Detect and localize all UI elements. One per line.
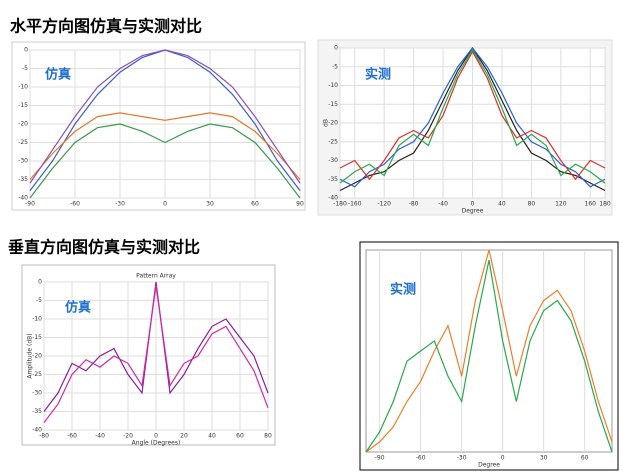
y-tick-label: -5 [36,297,42,304]
y-tick-label: -30 [328,157,338,164]
y-tick-label: -10 [32,316,42,323]
heading: 水平方向图仿真与实测对比 [10,17,202,36]
x-tick-label: -160 [348,201,362,208]
y-tick-label: -20 [328,120,338,127]
y-tick-label: -5 [22,65,28,72]
x-tick-label: 80 [528,201,536,208]
plot-area [365,249,613,453]
x-tick-label: -90 [25,201,35,208]
y-tick-label: -20 [32,353,42,360]
y-tick-label: 0 [38,279,42,286]
x-tick-label: -40 [95,433,105,440]
x-axis-label: Degree [462,208,484,215]
x-tick-label: -30 [457,455,467,462]
x-tick-label: 60 [251,201,259,208]
x-axis-label: Angle (Degrees) [132,440,181,447]
x-tick-label: 30 [206,201,214,208]
y-tick-label: -25 [328,138,338,145]
series-line [29,49,301,184]
x-tick-label: 40 [208,433,216,440]
x-tick-label: 20 [180,433,188,440]
x-tick-label: 0 [471,201,475,208]
y-tick-label: -25 [18,139,28,146]
y-tick-label: -15 [328,101,338,108]
chart-title: Pattern Array [136,273,176,280]
y-tick-label: -10 [18,84,28,91]
series-line [339,47,606,188]
y-axis-label: dB [323,119,330,127]
x-tick-label: 60 [236,433,244,440]
y-tick-label: -30 [18,158,28,165]
series-line [43,285,269,423]
x-tick-label: 160 [585,201,597,208]
x-tick-label: 90 [296,201,304,208]
y-tick-label: -15 [32,334,42,341]
x-tick-label: 0 [501,455,505,462]
series-line [365,259,613,453]
series-line [365,249,613,453]
x-tick-label: -20 [123,433,133,440]
heading: 垂直方向图仿真与实测对比 [8,238,200,257]
x-tick-label: 0 [163,201,167,208]
y-tick-label: -35 [328,176,338,183]
x-tick-label: 60 [581,455,589,462]
x-tick-label: 30 [540,455,548,462]
x-tick-label: 40 [498,201,506,208]
annotation: 仿真 [45,67,71,83]
x-tick-label: 180 [599,201,611,208]
series-line [339,50,606,181]
x-tick-label: -180 [333,201,347,208]
y-tick-label: -35 [18,176,28,183]
x-tick-label: -40 [438,201,448,208]
y-axis-label: Amplitude (dB) [27,333,34,378]
y-tick-label: -40 [328,195,338,202]
annotation: 实测 [365,67,391,83]
x-tick-label: -80 [39,433,49,440]
x-tick-label: -120 [377,201,391,208]
series-line [339,48,606,184]
x-tick-label: 0 [154,433,158,440]
x-tick-label: 120 [555,201,567,208]
x-tick-label: 80 [264,433,272,440]
x-tick-label: -60 [67,433,77,440]
series-line [29,112,301,180]
y-tick-label: -20 [18,121,28,128]
annotation: 仿真 [65,300,91,316]
y-tick-label: -40 [18,195,28,202]
annotation: 实测 [390,282,416,298]
y-tick-label: -5 [332,63,338,70]
x-tick-label: -60 [416,455,426,462]
y-tick-label: -10 [328,82,338,89]
series-line [29,123,301,199]
y-tick-label: -30 [32,390,42,397]
y-tick-label: 0 [24,47,28,54]
x-tick-label: -60 [70,201,80,208]
y-tick-label: -25 [32,371,42,378]
x-tick-label: -90 [375,455,385,462]
x-axis-label: Degree [478,462,500,469]
y-tick-label: 0 [334,45,338,52]
y-tick-label: -15 [18,102,28,109]
y-tick-label: -40 [32,427,42,434]
x-tick-label: -30 [115,201,125,208]
y-tick-label: -35 [32,408,42,415]
series-line [43,281,269,412]
x-tick-label: -80 [409,201,419,208]
